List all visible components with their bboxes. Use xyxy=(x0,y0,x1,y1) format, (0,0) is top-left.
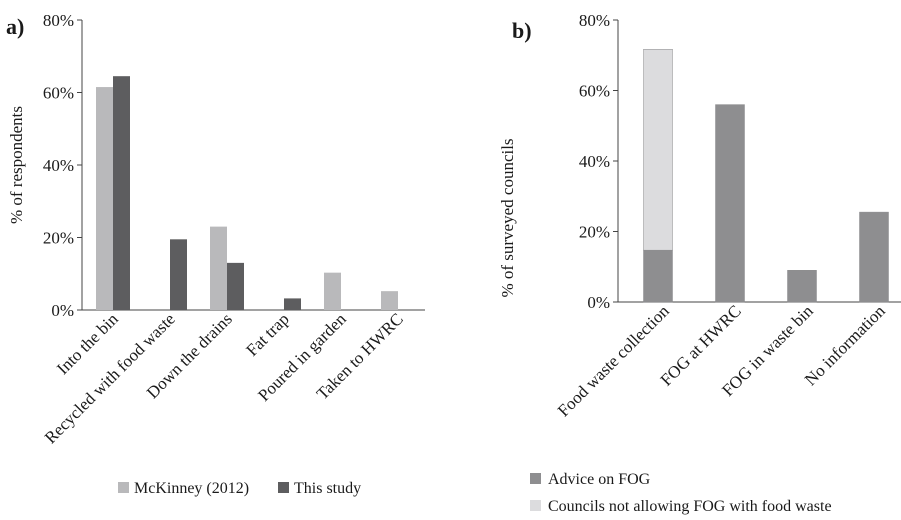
bar-advice-on-fog-fog-in-waste-bin xyxy=(787,270,817,303)
bar-this-study-down-the-drains xyxy=(227,262,244,310)
legend-label-councils-not-allowing: Councils not allowing FOG with food wast… xyxy=(548,498,832,515)
bar-advice-on-fog-no-information xyxy=(859,211,889,303)
y-tick-label: 40% xyxy=(43,156,74,175)
y-tick-label: 20% xyxy=(579,223,610,242)
bar-this-study-recycled-with-food-waste xyxy=(170,239,187,310)
legend-swatch-advice-on-fog xyxy=(530,473,541,484)
y-tick-label: 40% xyxy=(579,152,610,171)
panel-a-y-axis-label: % of respondents xyxy=(7,106,26,224)
bar-this-study-into-the-bin xyxy=(113,76,130,310)
y-tick-label: 0% xyxy=(587,293,610,312)
panel-b-legend: Advice on FOG Councils not allowing FOG … xyxy=(530,471,832,515)
legend-swatch-mckinney xyxy=(118,482,129,493)
legend-label-this-study: This study xyxy=(294,480,361,497)
panel-a-legend: McKinney (2012) This study xyxy=(118,480,361,497)
x-tick-label-fat-trap: Fat trap xyxy=(242,309,292,359)
legend-swatch-this-study xyxy=(278,482,289,493)
bar-mckinney-2012-down-the-drains xyxy=(210,226,227,310)
y-tick-label: 80% xyxy=(579,11,610,30)
y-tick-label: 60% xyxy=(43,84,74,103)
bar-mckinney-2012-into-the-bin xyxy=(96,87,113,310)
panel-b-y-axis-label: % of surveyed councils xyxy=(498,138,517,297)
y-tick-label: 80% xyxy=(43,11,74,30)
x-tick-label-food-waste-collection: Food waste collection xyxy=(554,301,673,420)
bar-advice-on-fog-food-waste-collection xyxy=(643,249,673,303)
panel-a-label: a) xyxy=(6,14,24,39)
panel-a-y-ticks: 0% 20% 40% 60% 80% xyxy=(43,11,82,320)
chart-panel-b: b) % of surveyed councils 0% 20% 40% 60% 80%… xyxy=(498,11,901,515)
panel-a-bars xyxy=(96,76,398,310)
bar-advice-on-fog-fog-at-hwrc xyxy=(715,104,745,303)
y-tick-label: 0% xyxy=(51,301,74,320)
bar-councils-not-allowing-fog-with-food-waste-food-waste-collection xyxy=(643,49,673,251)
y-tick-label: 60% xyxy=(579,82,610,101)
y-tick-label: 20% xyxy=(43,229,74,248)
legend-swatch-councils-not-allowing xyxy=(530,500,541,511)
legend-label-advice-on-fog: Advice on FOG xyxy=(548,471,651,488)
bar-this-study-fat-trap xyxy=(284,298,301,310)
panel-b-y-ticks: 0% 20% 40% 60% 80% xyxy=(579,11,618,312)
legend-label-mckinney: McKinney (2012) xyxy=(134,480,249,497)
panel-b-label: b) xyxy=(512,18,532,43)
panel-b-bars xyxy=(643,49,889,303)
chart-panel-a: a) % of respondents 0% 20% 40% 60% 80% Into … xyxy=(6,11,425,497)
bar-mckinney-2012-taken-to-hwrc xyxy=(381,291,398,310)
bar-mckinney-2012-poured-in-garden xyxy=(324,272,341,310)
